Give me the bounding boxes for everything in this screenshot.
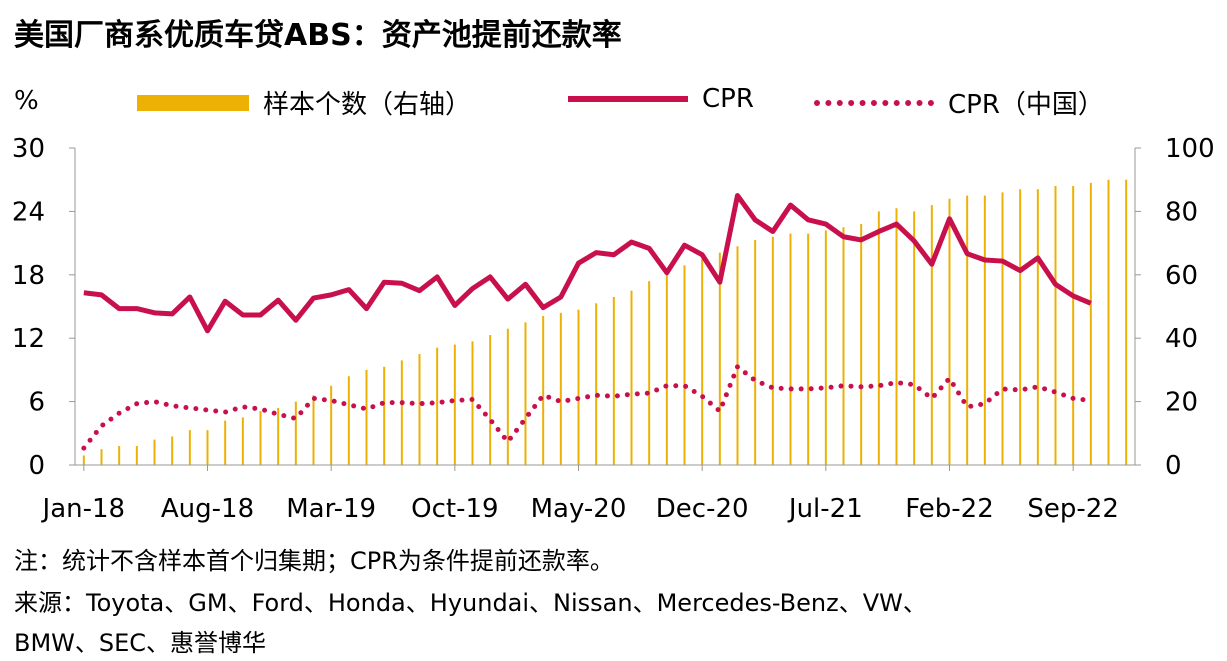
line-cpr-china: [81, 364, 1094, 451]
y-right-tick-label: 80: [1165, 197, 1198, 227]
bar-sample-count: [930, 205, 933, 465]
bar-sample-count: [648, 281, 651, 465]
bar-sample-count: [489, 335, 492, 465]
bar-sample-count: [966, 195, 969, 466]
bar-sample-count: [913, 211, 916, 465]
bar-sample-count: [82, 455, 85, 465]
chart-title: 美国厂商系优质车贷ABS：资产池提前还款率: [14, 18, 622, 53]
bar-sample-count: [736, 246, 739, 465]
x-tick-label: Jul-21: [787, 494, 863, 524]
bar-sample-count: [471, 341, 474, 465]
bar-sample-count: [1036, 189, 1039, 465]
bar-sample-count: [577, 309, 580, 465]
bar-sample-count: [418, 354, 421, 465]
x-tick-label: Feb-22: [905, 494, 994, 524]
left-axis-unit: %: [14, 86, 39, 116]
legend-item-cpr: CPR: [568, 84, 754, 114]
bar-sample-count: [400, 360, 403, 465]
bar-sample-count: [630, 290, 633, 465]
source-text: 来源：Toyota、GM、Ford、Honda、Hyundai、Nissan、M…: [14, 589, 927, 617]
note-text: 注：统计不含样本首个归集期；CPR为条件提前还款率。: [14, 547, 614, 575]
bar-sample-count: [895, 208, 898, 466]
bar-sample-count: [436, 347, 439, 465]
legend-label-bars: 样本个数（右轴）: [263, 90, 472, 120]
bar-sample-count: [877, 211, 880, 465]
bar-sample-count: [807, 233, 810, 465]
bar-sample-count: [1125, 179, 1128, 465]
line-cpr: [83, 193, 1092, 334]
bar-sample-count: [1089, 182, 1092, 465]
bar-sample-count: [506, 328, 509, 465]
bar-sample-count: [118, 445, 121, 465]
bar-sample-count: [1019, 189, 1022, 465]
source-text-continued: BMW、SEC、惠誉博华: [14, 629, 267, 657]
legend-swatch-cpr: [568, 96, 688, 102]
bar-sample-count: [542, 316, 545, 465]
y-left-tick-label: 30: [12, 134, 45, 164]
bar-sample-count: [294, 401, 297, 465]
bar-sample-count: [383, 366, 386, 465]
x-tick-label: Aug-18: [161, 494, 254, 524]
bar-sample-count: [559, 312, 562, 465]
bar-sample-count: [789, 233, 792, 465]
legend-label-cpr: CPR: [702, 84, 754, 114]
bar-sample-count: [453, 344, 456, 465]
bar-sample-count: [1107, 179, 1110, 465]
legend-swatch-cpr-china: [814, 99, 934, 106]
x-tick-label: Jan-18: [41, 494, 126, 524]
legend-label-cpr-china: CPR（中国）: [948, 90, 1104, 120]
bar-sample-count: [188, 430, 191, 465]
bar-sample-count: [241, 417, 244, 465]
legend: 样本个数（右轴） CPR CPR（中国）: [0, 84, 1227, 120]
y-left-tick-label: 6: [28, 388, 45, 418]
bar-sample-count: [330, 385, 333, 465]
bar-sample-count: [701, 258, 704, 465]
y-left-tick-label: 24: [12, 197, 45, 227]
legend-swatch-bars: [137, 94, 249, 111]
bar-sample-count: [524, 322, 527, 465]
y-left-tick-label: 0: [28, 451, 45, 481]
legend-item-cpr-china: CPR（中国）: [814, 84, 1104, 121]
y-left-tick-label: 12: [12, 324, 45, 354]
x-tick-label: Oct-19: [411, 494, 498, 524]
bar-sample-count: [135, 445, 138, 465]
bar-sample-count: [860, 224, 863, 465]
bar-sample-count: [595, 303, 598, 465]
bar-sample-count: [1001, 192, 1004, 465]
bar-sample-count: [312, 395, 315, 465]
bar-sample-count: [347, 376, 350, 465]
y-right-tick-label: 100: [1165, 134, 1215, 164]
bar-sample-count: [754, 239, 757, 465]
bar-sample-count: [948, 198, 951, 465]
bar-sample-count: [1054, 186, 1057, 466]
bar-sample-count: [206, 430, 209, 465]
y-left-tick-label: 18: [12, 261, 45, 291]
bar-sample-count: [718, 252, 721, 465]
bar-sample-count: [259, 411, 262, 465]
y-right-tick-label: 0: [1165, 451, 1182, 481]
x-tick-label: Dec-20: [656, 494, 749, 524]
bar-sample-count: [683, 265, 686, 465]
legend-item-bars: 样本个数（右轴）: [137, 84, 471, 121]
bar-sample-count: [1072, 186, 1075, 466]
y-right-tick-label: 40: [1165, 324, 1198, 354]
bar-sample-count: [153, 439, 156, 465]
bar-sample-count: [224, 420, 227, 465]
bar-sample-count: [824, 230, 827, 465]
bar-sample-count: [842, 227, 845, 465]
bar-sample-count: [365, 369, 368, 465]
x-tick-label: May-20: [531, 494, 627, 524]
x-tick-label: Mar-19: [286, 494, 376, 524]
bar-sample-count: [612, 296, 615, 465]
bar-sample-count: [665, 271, 668, 465]
bar-sample-count: [171, 436, 174, 465]
bar-sample-count: [277, 407, 280, 465]
bar-sample-count: [100, 449, 103, 465]
x-tick-label: Sep-22: [1027, 494, 1118, 524]
bar-sample-count: [771, 236, 774, 465]
y-right-tick-label: 60: [1165, 261, 1198, 291]
bar-sample-count: [983, 195, 986, 466]
y-right-tick-label: 20: [1165, 388, 1198, 418]
